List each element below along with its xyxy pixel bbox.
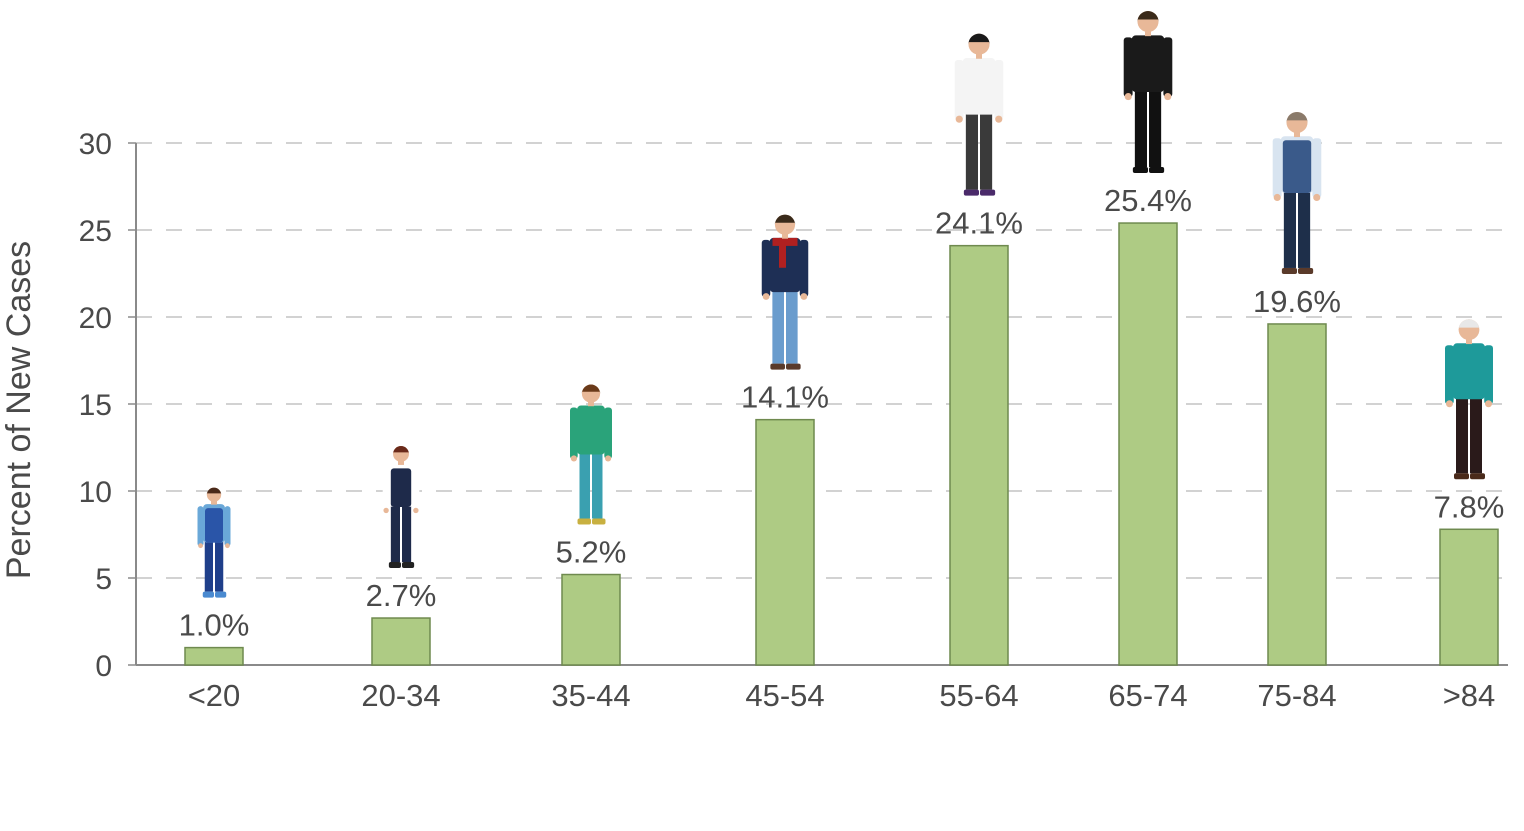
data-label: 5.2% xyxy=(556,535,627,570)
x-tick-label: 20-34 xyxy=(361,678,440,713)
people-figures xyxy=(197,11,1493,598)
bar xyxy=(371,617,431,666)
y-tick-label: 5 xyxy=(95,563,112,596)
older-man-vest-icon xyxy=(1272,111,1322,274)
y-tick-label: 15 xyxy=(79,389,112,422)
bar xyxy=(184,646,244,666)
x-tick-label: 45-54 xyxy=(745,678,824,713)
x-tick-label: 35-44 xyxy=(551,678,630,713)
y-tick-label: 20 xyxy=(79,302,112,335)
y-tick-label: 10 xyxy=(79,476,112,509)
y-axis-ticks: 0 5 10 15 20 25 30 xyxy=(79,128,136,683)
x-tick-label: 75-84 xyxy=(1257,678,1336,713)
x-tick-label: <20 xyxy=(188,678,241,713)
x-tick-label: 55-64 xyxy=(939,678,1018,713)
data-label: 19.6% xyxy=(1253,284,1341,319)
man-white-shirt-icon xyxy=(954,33,1004,196)
data-label: 1.0% xyxy=(179,608,250,643)
child-figure-icon xyxy=(197,487,231,598)
y-tick-label: 25 xyxy=(79,215,112,248)
data-label: 24.1% xyxy=(935,206,1023,241)
data-label: 14.1% xyxy=(741,380,829,415)
x-tick-label: 65-74 xyxy=(1108,678,1187,713)
data-label: 2.7% xyxy=(366,578,437,613)
y-tick-label: 0 xyxy=(95,650,112,683)
elderly-man-sweater-icon xyxy=(1445,319,1493,480)
data-label: 25.4% xyxy=(1104,183,1192,218)
data-label: 7.8% xyxy=(1434,489,1505,524)
bar xyxy=(755,418,815,666)
bar xyxy=(1118,222,1178,666)
category-labels: <20 20-34 35-44 45-54 55-64 65-74 75-84 >84 xyxy=(188,678,1496,713)
y-tick-label: 30 xyxy=(79,128,112,161)
x-tick-label: >84 xyxy=(1443,678,1496,713)
data-labels: 1.0% 2.7% 5.2% 14.1% 24.1% 25.4% 19.6% 7.8% xyxy=(179,183,1505,643)
young-man-vest-icon xyxy=(382,446,420,569)
y-axis-label: Percent of New Cases xyxy=(0,241,38,579)
bar xyxy=(949,244,1009,666)
bar xyxy=(561,573,621,666)
bar xyxy=(1439,528,1499,666)
bar xyxy=(1267,323,1327,666)
bars xyxy=(184,222,1499,666)
man-red-scarf-icon xyxy=(761,214,809,370)
man-baseball-bat-icon xyxy=(570,384,612,525)
man-black-suit-icon xyxy=(1123,11,1173,174)
